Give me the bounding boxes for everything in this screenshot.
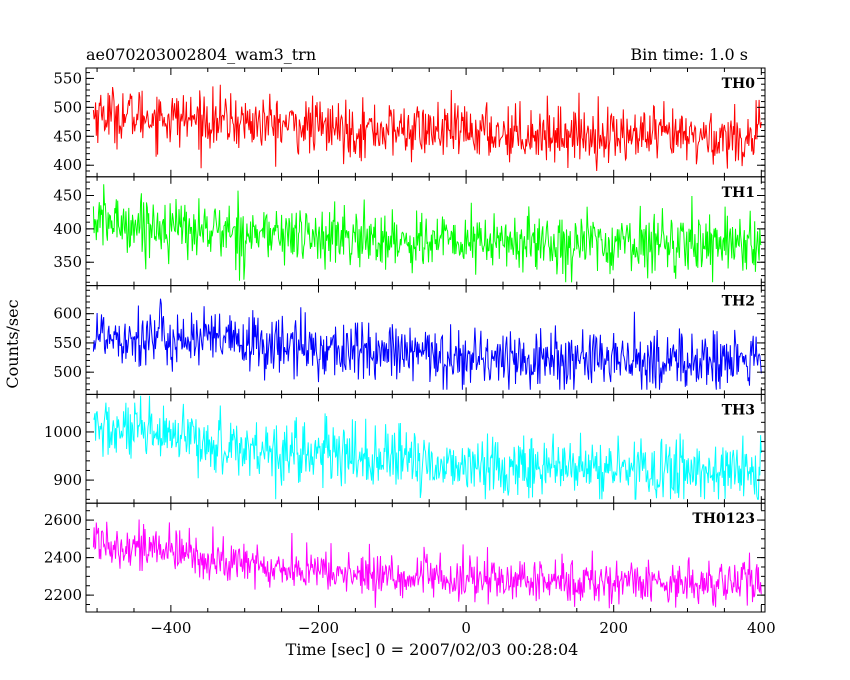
y-tick-label: 2200 bbox=[44, 586, 82, 604]
y-tick-label: 350 bbox=[53, 253, 82, 271]
y-tick-label: 500 bbox=[53, 98, 82, 116]
panel-label-th0123: TH0123 bbox=[692, 511, 755, 527]
panel-th3: 900 1000 TH3 bbox=[44, 393, 766, 504]
panel-label-th2: TH2 bbox=[722, 294, 755, 310]
panel-th0: 400 450 500 550 TH0 bbox=[53, 67, 766, 178]
y-tick-label: 600 bbox=[53, 305, 82, 323]
x-tick-label: 0 bbox=[461, 619, 471, 637]
y-tick-label: 2600 bbox=[44, 511, 82, 529]
series-line-th1 bbox=[92, 184, 762, 283]
y-tick-label: 400 bbox=[53, 156, 82, 174]
panel-label-th3: TH3 bbox=[722, 402, 755, 418]
panel-th1: 350 400 450 TH1 bbox=[53, 176, 766, 287]
y-tick-label: 450 bbox=[53, 186, 82, 204]
y-axis-label: Counts/sec bbox=[3, 299, 22, 388]
y-tick-label: 1000 bbox=[44, 423, 82, 441]
chart-title-right: Bin time: 1.0 s bbox=[630, 45, 748, 64]
series-line-th3 bbox=[93, 395, 762, 500]
panels-group: 400 450 500 550 TH0 350 400 450 TH1 500 550 600 TH2 9… bbox=[44, 67, 766, 613]
x-tick-label: −200 bbox=[298, 619, 339, 637]
series-line-th0123 bbox=[92, 519, 762, 609]
series-line-th0 bbox=[92, 84, 762, 172]
x-tick-label: 200 bbox=[599, 619, 628, 637]
panel-th2: 500 550 600 TH2 bbox=[53, 285, 766, 395]
y-tick-label: 500 bbox=[53, 363, 82, 381]
x-axis-label: Time [sec] 0 = 2007/02/03 00:28:04 bbox=[286, 640, 579, 659]
y-tick-label: 550 bbox=[53, 334, 82, 352]
x-tick-label: −400 bbox=[150, 619, 191, 637]
panel-label-th0: TH0 bbox=[722, 76, 756, 92]
y-tick-label: 2400 bbox=[44, 549, 82, 567]
y-tick-label: 400 bbox=[53, 220, 82, 238]
y-tick-label: 450 bbox=[53, 127, 82, 145]
panel-label-th1: TH1 bbox=[722, 185, 755, 201]
series-line-th2 bbox=[92, 298, 762, 390]
x-axis: −400 −200 0 200 400 bbox=[150, 619, 775, 637]
y-tick-label: 550 bbox=[53, 69, 82, 87]
panel-th0123: 2200 2400 2600 TH0123 bbox=[44, 502, 766, 613]
chart-title-left: ae070203002804_wam3_trn bbox=[86, 45, 316, 64]
y-tick-label: 900 bbox=[53, 471, 82, 489]
x-tick-label: 400 bbox=[747, 619, 776, 637]
